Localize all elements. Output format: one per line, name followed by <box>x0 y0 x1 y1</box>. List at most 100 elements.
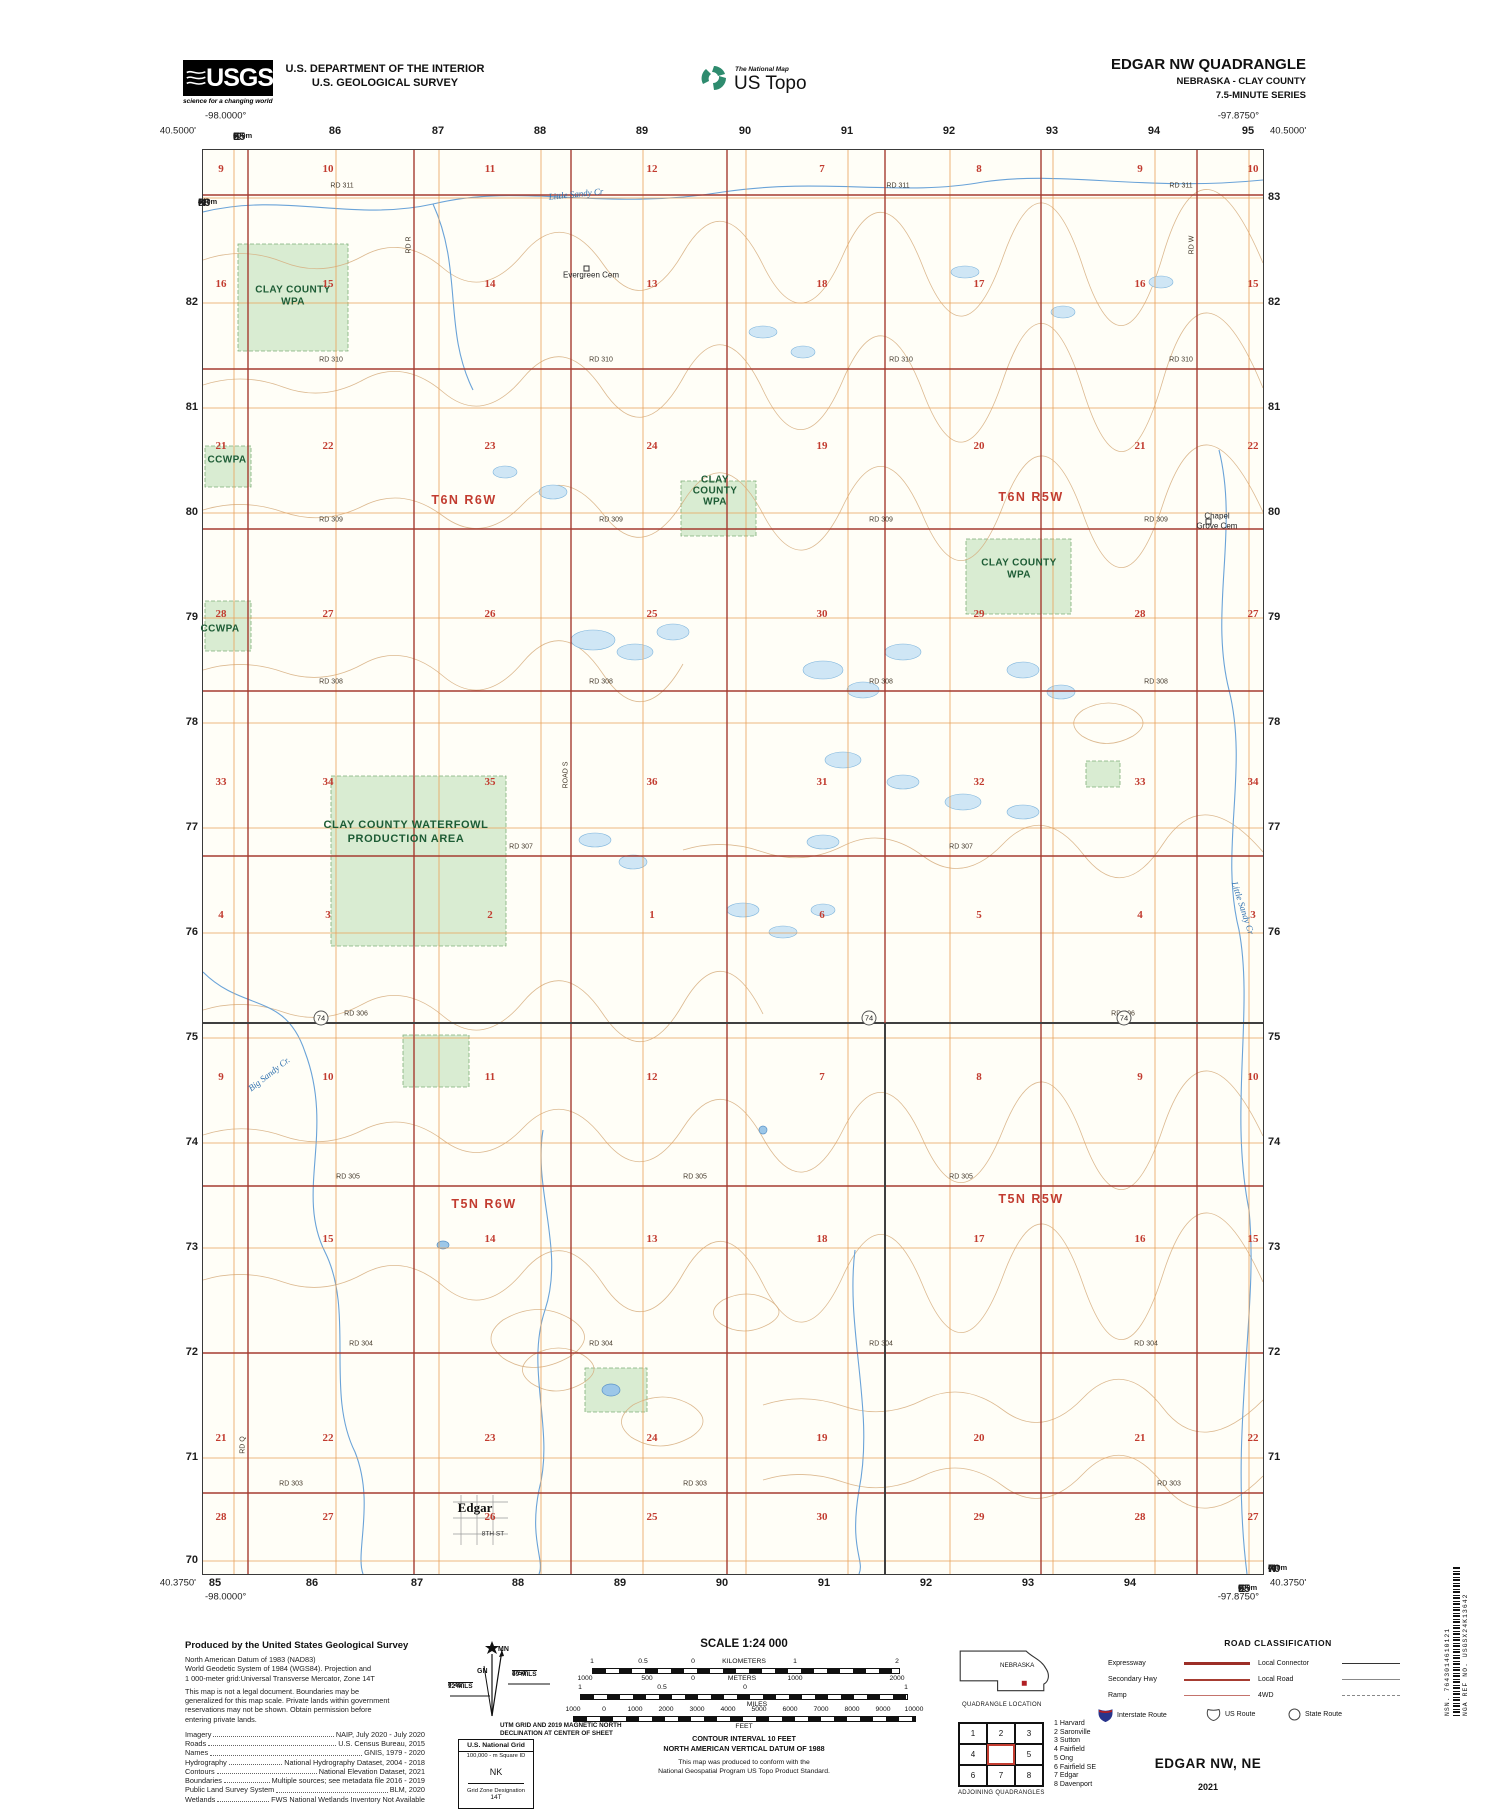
grid-label-easting: 90 <box>738 125 752 137</box>
corner-coordinate: -97.8750° <box>1217 110 1259 122</box>
road-class-label: 4WD <box>1258 1692 1274 1699</box>
road-label: RD 307 <box>949 843 973 851</box>
scale-tick-label: 2 <box>895 1658 899 1665</box>
section-number: 24 <box>646 1432 658 1444</box>
stream-label: Little Sandy Cr <box>548 186 604 202</box>
credit-value: Multiple sources; see metadata file 2016… <box>271 1776 425 1786</box>
nsn-number: NSN. 7643014610121 <box>1444 1627 1451 1716</box>
legal-line: reservations may not be shown. Obtain pe… <box>185 1705 372 1715</box>
road-label: RD 307 <box>509 843 533 851</box>
wpa-area-label: WPA <box>703 496 727 508</box>
section-number: 23 <box>484 440 496 452</box>
road-label: RD 303 <box>279 1480 303 1488</box>
adjoining-name: 3 Sutton <box>1054 1737 1081 1745</box>
grid-label-northing: 83 <box>1268 191 1281 203</box>
department-line1: U.S. DEPARTMENT OF THE INTERIOR <box>285 63 485 75</box>
credit-row: Roads U.S. Census Bureau, 2015 <box>185 1739 425 1748</box>
credit-leader <box>223 1782 270 1784</box>
section-number: 10 <box>322 1071 334 1083</box>
section-number: 21 <box>1134 440 1146 452</box>
contour-note-line: CONTOUR INTERVAL 10 FEET <box>692 1734 796 1743</box>
section-number: 6 <box>819 909 825 921</box>
section-number: 20 <box>973 440 985 452</box>
grid-label-easting: 89 <box>613 1577 627 1589</box>
quadrangle-title: EDGAR NW QUADRANGLE <box>1111 56 1306 73</box>
road-class-line-sample <box>1342 1695 1400 1696</box>
section-number: 30 <box>816 1511 828 1523</box>
section-number: 36 <box>646 776 658 788</box>
wpa-area-label: WPA <box>281 296 305 308</box>
datum-line: North American Datum of 1983 (NAD83) <box>185 1655 316 1664</box>
town-label: Edgar <box>457 1500 493 1515</box>
adjoining-name: 7 Edgar <box>1054 1772 1079 1780</box>
credit-label: Public Land Survey System <box>185 1785 275 1795</box>
ustopo-label: US Topo <box>734 73 807 94</box>
current-quadrangle-cell <box>987 1744 1015 1765</box>
stream-label: Little Sandy Cr <box>1229 880 1257 936</box>
route-shield-label: State Route <box>1305 1711 1342 1718</box>
section-number: 24 <box>646 440 658 452</box>
section-number: 25 <box>646 1511 658 1523</box>
usng-title: U.S. National Grid <box>459 1740 533 1752</box>
scale-tick-label: 3000 <box>689 1706 705 1713</box>
adjoining-cell: 4 <box>959 1744 987 1765</box>
credit-row: Hydrography National Hydrography Dataset,… <box>185 1758 425 1767</box>
road-label: RD 303 <box>683 1480 707 1488</box>
legal-line: entering private lands. <box>185 1714 257 1724</box>
grid-label-northing: 73 <box>185 1241 198 1253</box>
section-number: 27 <box>322 1511 334 1523</box>
road-label: RD 310 <box>889 356 913 364</box>
adjoining-name: 2 Saronville <box>1054 1728 1091 1736</box>
credit-label: Wetlands <box>185 1794 216 1804</box>
scale-tick-label: KILOMETERS <box>722 1658 766 1665</box>
corner-coordinate: 40.3750' <box>1270 1577 1307 1589</box>
national-map-label: The National Map <box>735 66 789 73</box>
datum-line: World Geodetic System of 1984 (WGS84). P… <box>185 1664 372 1674</box>
grid-label-northing: 80 <box>185 506 198 518</box>
contour-note-line: NORTH AMERICAN VERTICAL DATUM OF 1988 <box>663 1743 825 1753</box>
interstate-shield-icon <box>1098 1709 1113 1722</box>
grid-label-northing: 70 <box>185 1554 198 1566</box>
road-class-row: Secondary Hwy <box>1108 1676 1250 1683</box>
section-number: 26 <box>484 1511 496 1523</box>
datum-line: 1 000-meter grid:Universal Transverse Me… <box>185 1673 375 1683</box>
scale-tick-label: 9000 <box>875 1706 891 1713</box>
grid-label-northing: 77 <box>1268 821 1281 833</box>
ustopo-logo: The National Map US Topo <box>698 60 818 100</box>
grid-label-easting: 94 <box>1147 125 1161 137</box>
township-label: T5N R6W <box>451 1197 517 1211</box>
section-number: 15 <box>1247 278 1259 290</box>
section-number: 11 <box>484 163 496 175</box>
road-class-label: Local Connector <box>1258 1660 1309 1667</box>
wpa-area-label: CLAY COUNTY <box>255 284 331 296</box>
credit-row: Contours National Elevation Dataset, 2021 <box>185 1767 425 1776</box>
road-class-line-sample <box>1342 1663 1400 1664</box>
grid-label-easting: 95 <box>1241 125 1255 137</box>
ustopo-pinwheel-icon <box>701 66 726 90</box>
scale-tick-label: 0 <box>691 1658 695 1665</box>
road-classification-title: ROAD CLASSIFICATION <box>1224 1638 1332 1648</box>
section-number: 9 <box>1137 163 1143 175</box>
scale-tick-label: 1 <box>904 1684 908 1691</box>
department-heading: U.S. DEPARTMENT OF THE INTERIOR U.S. GEO… <box>260 62 510 90</box>
place-label: Evergreen Cem <box>562 270 620 280</box>
road-label: RD 306 <box>344 1010 368 1018</box>
adjoining-name: 4 Fairfield <box>1054 1746 1085 1754</box>
street-label: 8TH ST <box>481 1530 505 1538</box>
scale-tick-label: 1000 <box>627 1706 643 1713</box>
wpa-area-label: CLAY <box>701 474 729 486</box>
usng-square-id-label: 100,000 - m Square ID <box>466 1753 526 1759</box>
credit-value: NAIP, July 2020 - July 2020 <box>335 1730 425 1740</box>
road-class-label: Local Road <box>1258 1676 1294 1683</box>
section-number: 7 <box>819 1071 825 1083</box>
road-label: RD 310 <box>1169 356 1193 364</box>
road-label: RD 304 <box>1134 1340 1158 1348</box>
grid-label-northing: 71 <box>185 1451 198 1463</box>
department-line2: U.S. GEOLOGICAL SURVEY <box>311 77 459 89</box>
datum-lines: North American Datum of 1983 (NAD83) Worl… <box>185 1655 425 1683</box>
section-number: 9 <box>218 1071 224 1083</box>
section-number: 27 <box>1247 608 1259 620</box>
scale-bar <box>580 1694 908 1700</box>
